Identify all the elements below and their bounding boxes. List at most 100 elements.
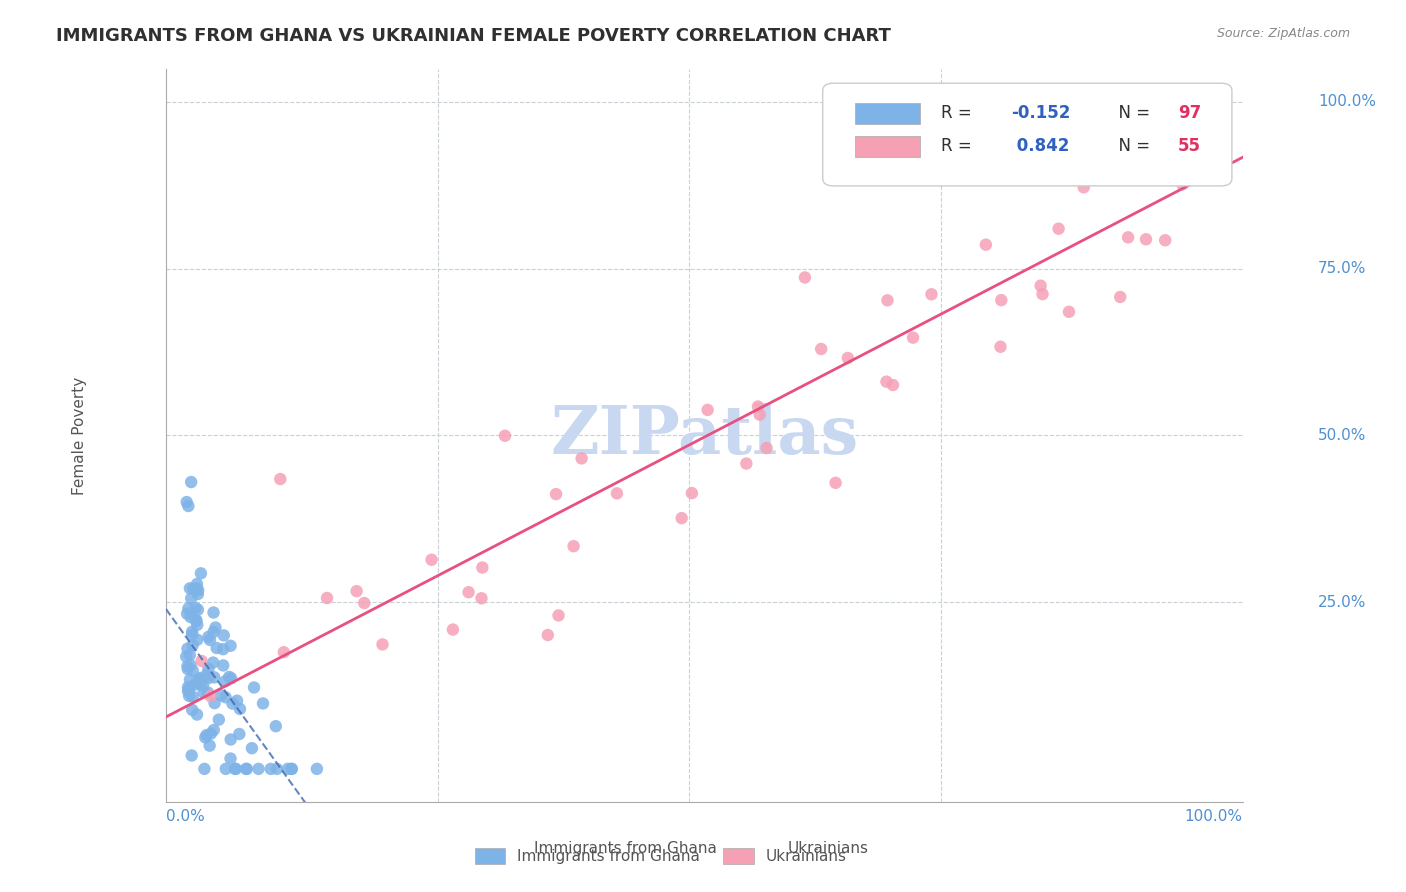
Point <box>696 403 718 417</box>
Point <box>215 762 238 776</box>
Point <box>177 662 200 676</box>
Point <box>184 677 207 691</box>
Point <box>186 577 208 591</box>
Point <box>260 762 283 776</box>
Point <box>193 762 215 776</box>
Point <box>269 472 291 486</box>
Point <box>191 678 214 692</box>
Point <box>747 400 769 414</box>
Point <box>219 732 242 747</box>
Point <box>180 748 202 763</box>
Point <box>190 654 212 668</box>
Point <box>219 751 242 765</box>
Point <box>179 648 201 662</box>
Point <box>562 539 585 553</box>
Text: -0.152: -0.152 <box>1011 103 1070 121</box>
Point <box>681 486 703 500</box>
Point <box>187 603 209 617</box>
Point <box>1144 165 1167 179</box>
Point <box>174 649 197 664</box>
Point <box>176 607 198 621</box>
Point <box>547 608 569 623</box>
Point <box>546 487 568 501</box>
Point <box>457 585 479 599</box>
Point <box>180 658 202 673</box>
Point <box>353 596 375 610</box>
Point <box>212 642 235 657</box>
Point <box>204 621 226 635</box>
Point <box>177 684 200 698</box>
Point <box>179 689 201 703</box>
Point <box>193 685 215 699</box>
Point <box>266 762 288 776</box>
Point <box>1029 278 1052 293</box>
Point <box>200 726 222 740</box>
Point <box>198 632 221 647</box>
Point <box>228 727 250 741</box>
Point <box>990 340 1012 354</box>
Point <box>264 719 287 733</box>
Text: R =: R = <box>941 136 977 154</box>
Point <box>793 270 815 285</box>
Point <box>177 601 200 615</box>
Point <box>194 731 217 745</box>
Point <box>186 707 208 722</box>
Point <box>346 584 368 599</box>
Point <box>837 351 859 365</box>
Point <box>195 667 218 681</box>
Point <box>1047 221 1070 235</box>
Point <box>470 591 492 606</box>
Point <box>212 658 235 673</box>
Text: Ukrainians: Ukrainians <box>787 841 869 856</box>
Text: R =: R = <box>941 103 977 121</box>
Point <box>420 553 443 567</box>
FancyBboxPatch shape <box>855 136 920 157</box>
Point <box>177 680 200 694</box>
Point <box>177 682 200 697</box>
Point <box>882 378 904 392</box>
Point <box>441 623 464 637</box>
Point <box>229 702 252 716</box>
Point <box>204 696 226 710</box>
Text: 50.0%: 50.0% <box>1317 428 1367 443</box>
Point <box>179 673 201 687</box>
Point <box>371 637 394 651</box>
Point <box>184 601 207 615</box>
Text: 97: 97 <box>1178 103 1201 121</box>
Point <box>224 762 246 776</box>
Point <box>198 739 221 753</box>
Point <box>188 677 211 691</box>
Point <box>181 664 204 678</box>
Point <box>247 762 270 776</box>
Point <box>184 614 207 628</box>
Point <box>1154 233 1177 247</box>
Point <box>181 703 204 717</box>
Point <box>1121 135 1143 149</box>
FancyBboxPatch shape <box>823 83 1232 186</box>
Point <box>990 293 1012 307</box>
Point <box>208 713 231 727</box>
Point <box>236 762 259 776</box>
Point <box>281 762 304 776</box>
Point <box>176 641 198 656</box>
Point <box>735 457 758 471</box>
Point <box>188 671 211 685</box>
Legend: Immigrants from Ghana, Ukrainians: Immigrants from Ghana, Ukrainians <box>468 842 853 871</box>
Point <box>212 628 235 642</box>
Text: 25.0%: 25.0% <box>1317 595 1367 609</box>
Point <box>571 451 593 466</box>
Point <box>921 287 943 301</box>
Point <box>537 628 560 642</box>
Text: N =: N = <box>1108 136 1156 154</box>
Point <box>1135 232 1157 246</box>
Point <box>187 583 209 598</box>
Text: 55: 55 <box>1178 136 1201 154</box>
Text: 0.0%: 0.0% <box>166 809 205 824</box>
Text: Immigrants from Ghana: Immigrants from Ghana <box>534 841 717 856</box>
Point <box>180 475 202 489</box>
Point <box>181 624 204 639</box>
Point <box>471 560 494 574</box>
Point <box>177 499 200 513</box>
Point <box>225 762 247 776</box>
Text: Source: ZipAtlas.com: Source: ZipAtlas.com <box>1216 27 1350 40</box>
